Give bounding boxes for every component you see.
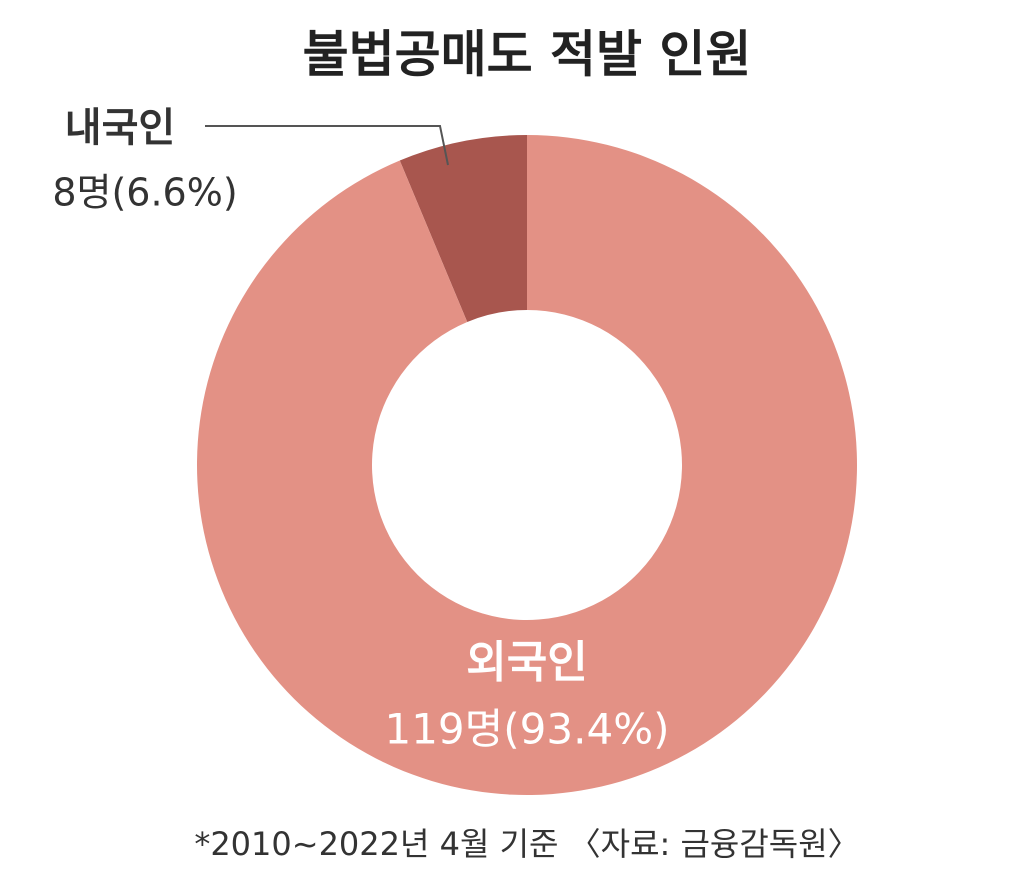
value-label: 8명(6.6%) [52, 171, 237, 215]
donut [196, 135, 858, 795]
leader-line [205, 125, 449, 166]
note: *2010~2022년 4월 기준 〈자료: 금융감독원〉 [194, 825, 859, 863]
value-label: 119명(93.4%) [384, 705, 669, 754]
slice-label: 내국인 [65, 105, 175, 151]
chart-title: 불법공매도 적발 인원 [303, 26, 752, 84]
slice [196, 135, 858, 795]
slice-label: 외국인 [466, 637, 587, 688]
slice [399, 135, 527, 322]
